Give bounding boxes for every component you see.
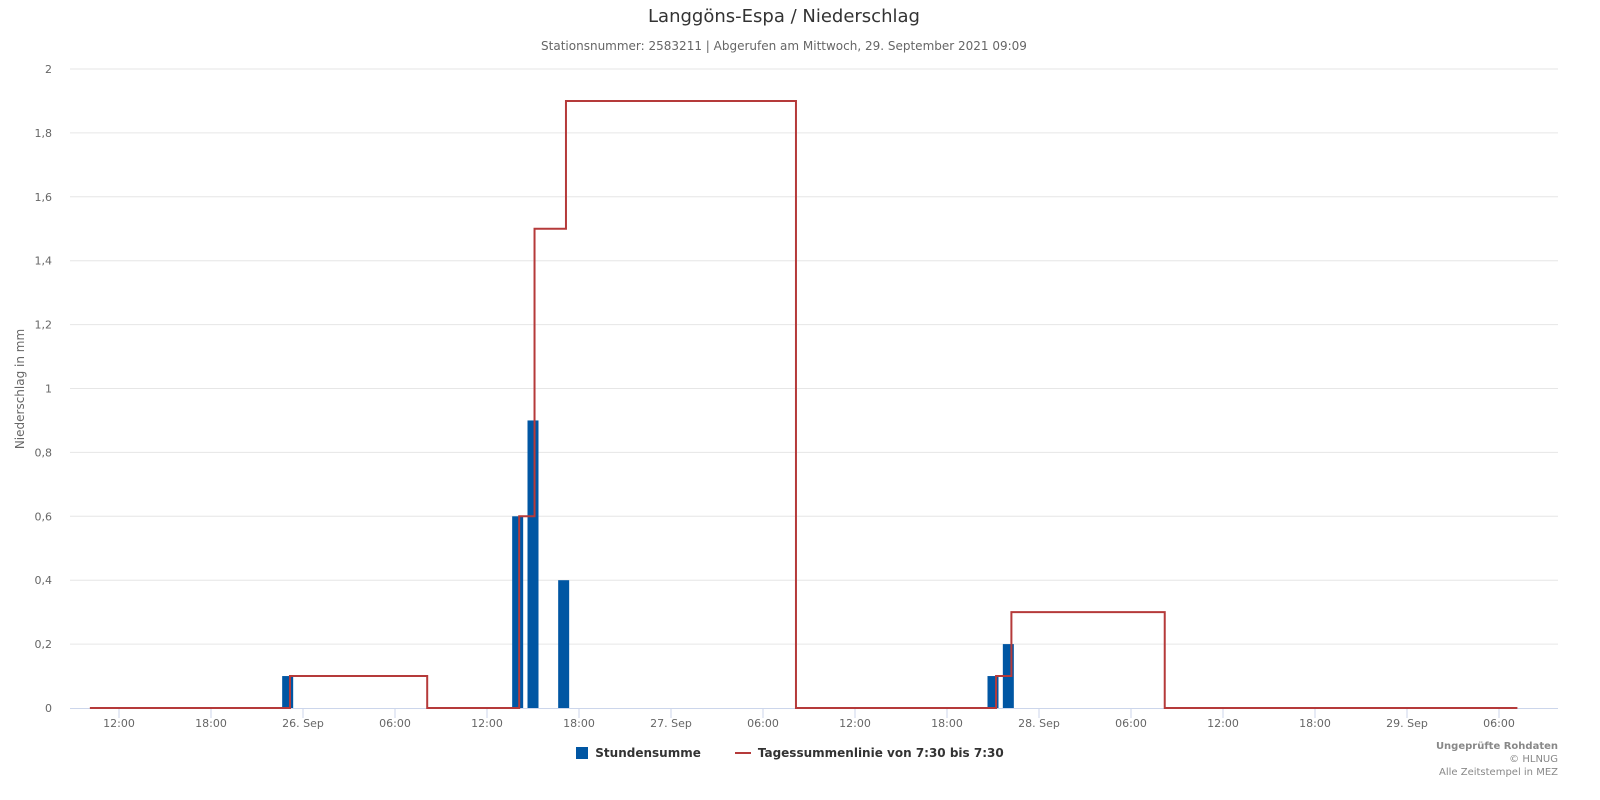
bar-stundensumme	[527, 420, 539, 708]
y-axis-title: Niederschlag in mm	[13, 329, 27, 449]
legend-bar-swatch	[576, 747, 589, 759]
legend-label: Tagessummenlinie von 7:30 bis 7:30	[757, 746, 1004, 760]
bar-stundensumme	[282, 676, 294, 708]
x-tick-label: 28. Sep	[1018, 717, 1060, 730]
x-tick-label: 27. Sep	[650, 717, 692, 730]
legend-item-tagessumme[interactable]: Tagessummenlinie von 7:30 bis 7:30	[734, 746, 1004, 760]
x-tick-label: 18:00	[195, 717, 227, 730]
y-tick-label: 2	[45, 63, 52, 76]
y-tick-label: 1	[45, 383, 52, 396]
bar-stundensumme	[987, 676, 999, 708]
y-tick-label: 0,4	[35, 574, 53, 587]
credits-rohdaten: Ungeprüfte Rohdaten	[1435, 741, 1558, 752]
y-tick-label: 0	[45, 702, 52, 715]
x-tick-label: 18:00	[1299, 717, 1331, 730]
x-tick-label: 06:00	[379, 717, 411, 730]
x-tick-label: 12:00	[471, 717, 503, 730]
x-tick-label: 26. Sep	[282, 717, 324, 730]
y-tick-label: 0,2	[35, 638, 53, 651]
x-tick-label: 12:00	[1207, 717, 1239, 730]
x-tick-label: 06:00	[1483, 717, 1515, 730]
y-tick-label: 1,4	[35, 255, 53, 268]
credits-hlnug: © HLNUG	[1509, 754, 1558, 765]
legend-label: Stundensumme	[595, 746, 701, 760]
legend: Stundensumme Tagessummenlinie von 7:30 b…	[0, 746, 1580, 760]
y-tick-label: 0,6	[35, 510, 53, 523]
chart-subtitle: Stationsnummer: 2583211 | Abgerufen am M…	[541, 39, 1027, 53]
x-tick-label: 18:00	[563, 717, 595, 730]
legend-item-stundensumme[interactable]: Stundensumme	[576, 746, 701, 760]
x-tick-label: 29. Sep	[1386, 717, 1428, 730]
chart-title: Langgöns-Espa / Niederschlag	[648, 6, 920, 27]
x-tick-label: 06:00	[747, 717, 779, 730]
line-tagessumme	[89, 99, 1518, 709]
y-tick-label: 1,6	[35, 191, 53, 204]
bar-stundensumme	[512, 516, 524, 708]
legend-line-swatch	[734, 752, 751, 754]
y-tick-label: 1,8	[35, 127, 53, 140]
x-tick-label: 12:00	[839, 717, 871, 730]
x-tick-label: 12:00	[103, 717, 135, 730]
x-tick-label: 06:00	[1115, 717, 1147, 730]
credits-timezone: Alle Zeitstempel in MEZ	[1438, 767, 1558, 778]
x-tick-label: 18:00	[931, 717, 963, 730]
bar-stundensumme	[558, 580, 570, 708]
credits: Ungeprüfte Rohdaten © HLNUG Alle Zeitste…	[1436, 740, 1558, 779]
y-tick-label: 0,8	[35, 446, 53, 459]
y-tick-label: 1,2	[35, 319, 53, 332]
